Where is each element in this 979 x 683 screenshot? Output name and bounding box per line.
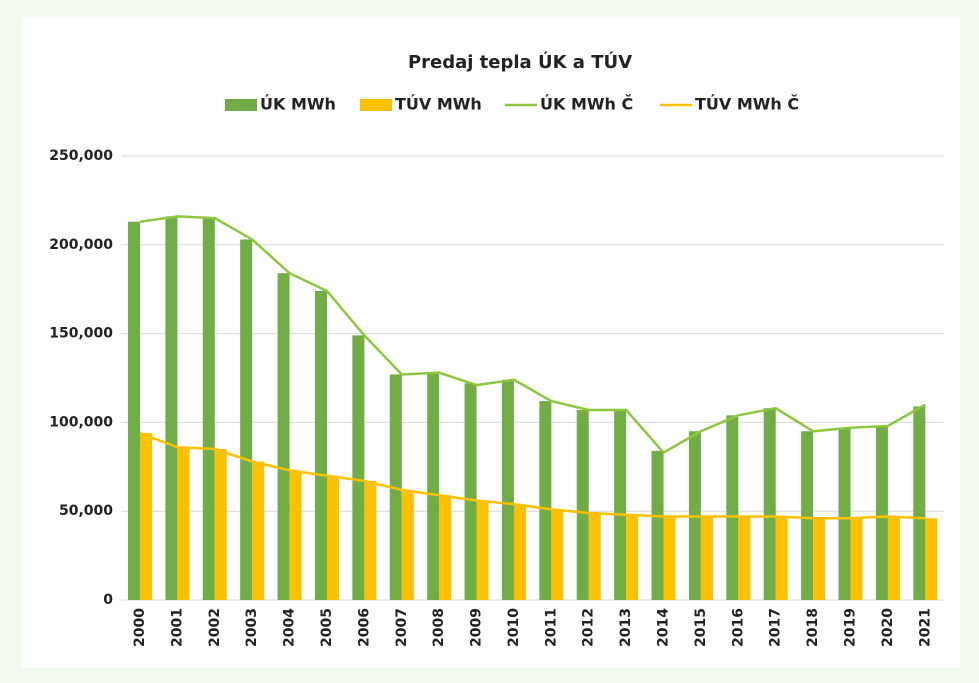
bar — [326, 475, 339, 600]
bar — [913, 406, 926, 600]
y-tick-label: 250,000 — [49, 148, 113, 164]
y-tick-label: 150,000 — [49, 326, 113, 342]
x-tick-label: 2013 — [618, 608, 634, 647]
x-tick-label: 2012 — [581, 608, 597, 647]
legend-label: TÚV MWh — [395, 95, 482, 114]
y-tick-label: 0 — [103, 592, 113, 608]
bar — [850, 518, 863, 600]
x-tick-label: 2020 — [880, 608, 896, 647]
legend-swatch — [360, 99, 392, 111]
bar — [925, 518, 938, 600]
bar — [801, 431, 814, 600]
bar — [127, 221, 140, 600]
chart-title: Predaj tepla ÚK a TÚV — [408, 51, 632, 73]
line-series — [139, 215, 926, 455]
bar — [289, 470, 302, 600]
bar — [875, 425, 888, 600]
x-tick-label: 2008 — [431, 608, 447, 647]
legend-label: ÚK MWh — [260, 95, 336, 114]
x-tick-label: 2005 — [319, 608, 335, 647]
x-tick-label: 2015 — [693, 608, 709, 647]
bar — [651, 450, 664, 600]
x-tick-label: 2000 — [132, 608, 148, 647]
bar — [813, 518, 826, 600]
bar — [513, 504, 526, 600]
bar — [551, 509, 564, 600]
bar — [763, 408, 776, 600]
x-tick-label: 2011 — [543, 608, 559, 647]
bar — [476, 500, 489, 600]
x-tick-label: 2019 — [843, 608, 859, 647]
x-tick-label: 2002 — [207, 608, 223, 647]
bar — [726, 415, 739, 600]
legend-swatch — [225, 99, 257, 111]
bar — [401, 489, 414, 600]
x-tick-label: 2009 — [469, 608, 485, 647]
y-tick-label: 100,000 — [49, 414, 113, 430]
bar — [539, 401, 552, 600]
bar — [775, 516, 788, 600]
x-tick-label: 2003 — [244, 608, 260, 647]
bar — [214, 449, 227, 600]
bar — [663, 516, 676, 600]
bar — [165, 216, 178, 600]
bar — [240, 239, 253, 601]
bar — [314, 290, 327, 600]
bar — [700, 516, 713, 600]
bar — [464, 383, 477, 600]
bar — [202, 218, 215, 600]
bar — [588, 512, 601, 600]
bar — [501, 379, 514, 600]
bar — [887, 516, 900, 600]
y-tick-label: 50,000 — [59, 503, 113, 519]
bar — [139, 433, 152, 600]
bar — [277, 273, 290, 600]
line-series — [139, 431, 926, 520]
x-tick-label: 2018 — [805, 608, 821, 647]
x-tick-label: 2014 — [656, 608, 672, 647]
bar — [838, 427, 851, 600]
bar — [177, 447, 190, 600]
bar — [427, 372, 440, 600]
bar — [738, 516, 751, 600]
bar — [364, 481, 377, 600]
x-tick-label: 2017 — [768, 608, 784, 647]
bar — [439, 495, 452, 600]
bar — [252, 461, 265, 600]
legend-label: TÚV MWh Č — [695, 95, 799, 114]
bar — [626, 514, 639, 600]
legend-label: ÚK MWh Č — [540, 95, 633, 114]
x-tick-label: 2016 — [730, 608, 746, 647]
bar — [576, 409, 589, 600]
x-tick-label: 2007 — [394, 608, 410, 647]
x-tick-label: 2021 — [917, 608, 933, 647]
y-tick-label: 200,000 — [49, 237, 113, 253]
bar — [614, 409, 627, 600]
bar — [352, 335, 365, 600]
x-tick-label: 2006 — [356, 608, 372, 647]
x-tick-label: 2001 — [169, 608, 185, 647]
x-tick-label: 2004 — [282, 608, 298, 647]
x-tick-label: 2010 — [506, 608, 522, 647]
